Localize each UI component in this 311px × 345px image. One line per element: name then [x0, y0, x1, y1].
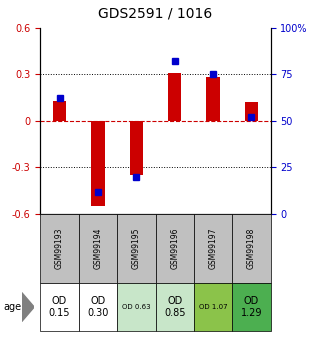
Bar — [130, 121, 143, 175]
Text: OD 0.63: OD 0.63 — [122, 304, 151, 310]
Text: GDS2591 / 1016: GDS2591 / 1016 — [98, 7, 213, 21]
Polygon shape — [22, 293, 34, 322]
Text: OD
0.85: OD 0.85 — [164, 296, 185, 318]
Text: OD
1.29: OD 1.29 — [241, 296, 262, 318]
Text: OD
0.15: OD 0.15 — [49, 296, 70, 318]
Text: GSM99196: GSM99196 — [170, 228, 179, 269]
Bar — [53, 101, 66, 121]
Text: GSM99195: GSM99195 — [132, 228, 141, 269]
Text: GSM99194: GSM99194 — [94, 228, 102, 269]
Text: OD 1.07: OD 1.07 — [199, 304, 227, 310]
Text: GSM99197: GSM99197 — [209, 228, 217, 269]
Bar — [245, 102, 258, 121]
Bar — [91, 121, 105, 206]
Text: age: age — [3, 302, 21, 312]
Bar — [206, 77, 220, 121]
Text: GSM99193: GSM99193 — [55, 228, 64, 269]
Text: OD
0.30: OD 0.30 — [87, 296, 109, 318]
Text: GSM99198: GSM99198 — [247, 228, 256, 269]
Bar — [168, 73, 181, 121]
